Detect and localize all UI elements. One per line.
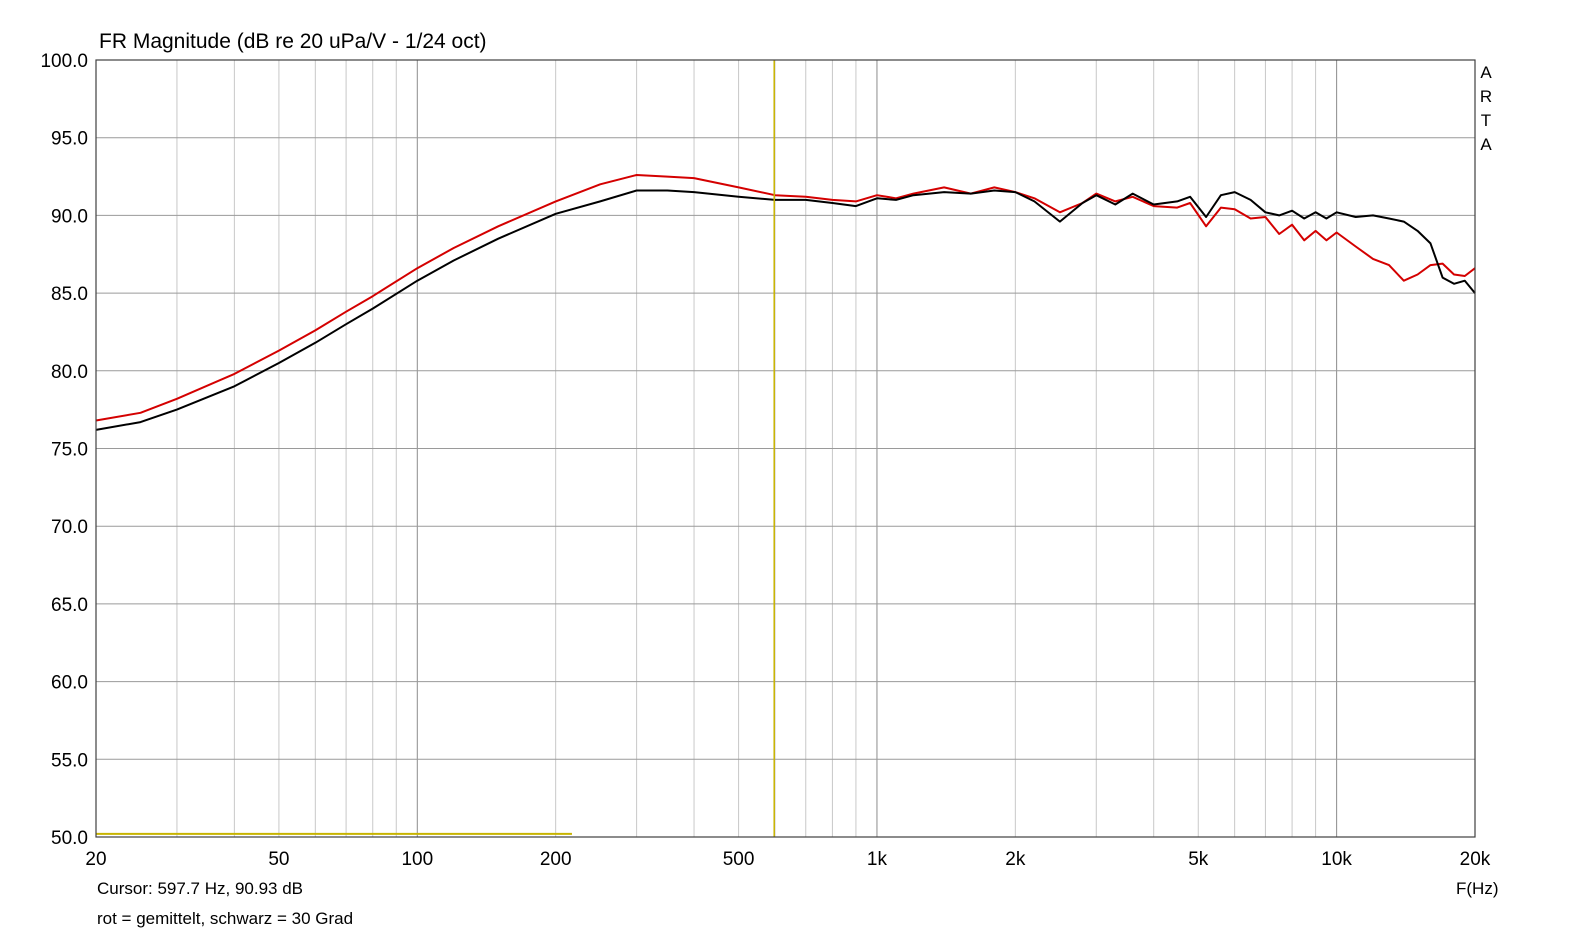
plot-frame [95,59,1476,838]
watermark-letter: A [1480,63,1492,82]
x-tick-label: 5k [1188,849,1209,870]
x-tick-label: 1k [867,849,888,870]
x-axis-label: F(Hz) [1456,879,1498,898]
watermark-letter: A [1480,135,1492,154]
y-tick-label: 95.0 [51,129,88,150]
x-tick-labels: 20 50 100 200 500 1k 2k 5k 10k 20k [85,849,1490,870]
series-line-black [95,189,1476,431]
y-tick-label: 80.0 [51,362,88,383]
chart-title: FR Magnitude (dB re 20 uPa/V - 1/24 oct) [99,30,487,53]
x-tick-label: 20 [85,849,106,870]
x-tick-label: 20k [1460,849,1491,870]
x-tick-label: 2k [1005,849,1026,870]
y-tick-label: 85.0 [51,284,88,305]
watermark-letter: R [1480,87,1492,106]
x-tick-label: 500 [723,849,755,870]
legend-note: rot = gemittelt, schwarz = 30 Grad [97,909,353,928]
x-tick-label: 10k [1321,849,1352,870]
y-tick-label: 60.0 [51,673,88,694]
watermark-letter: T [1481,111,1491,130]
grid [96,60,1475,837]
x-tick-label: 50 [268,849,289,870]
y-tick-label: 70.0 [51,517,88,538]
y-tick-label: 90.0 [51,206,88,227]
y-tick-label: 100.0 [40,51,88,72]
y-tick-label: 55.0 [51,750,88,771]
cursor-readout: Cursor: 597.7 Hz, 90.93 dB [97,879,303,898]
y-tick-label: 75.0 [51,440,88,461]
x-tick-label: 100 [401,849,433,870]
y-tick-labels: 100.0 95.0 90.0 85.0 80.0 75.0 70.0 65.0 60.0 55.… [40,51,88,849]
y-tick-label: 50.0 [51,828,88,849]
series-line-red [95,174,1476,422]
series-layer [95,174,1476,431]
y-tick-label: 65.0 [51,595,88,616]
x-tick-label: 200 [540,849,572,870]
